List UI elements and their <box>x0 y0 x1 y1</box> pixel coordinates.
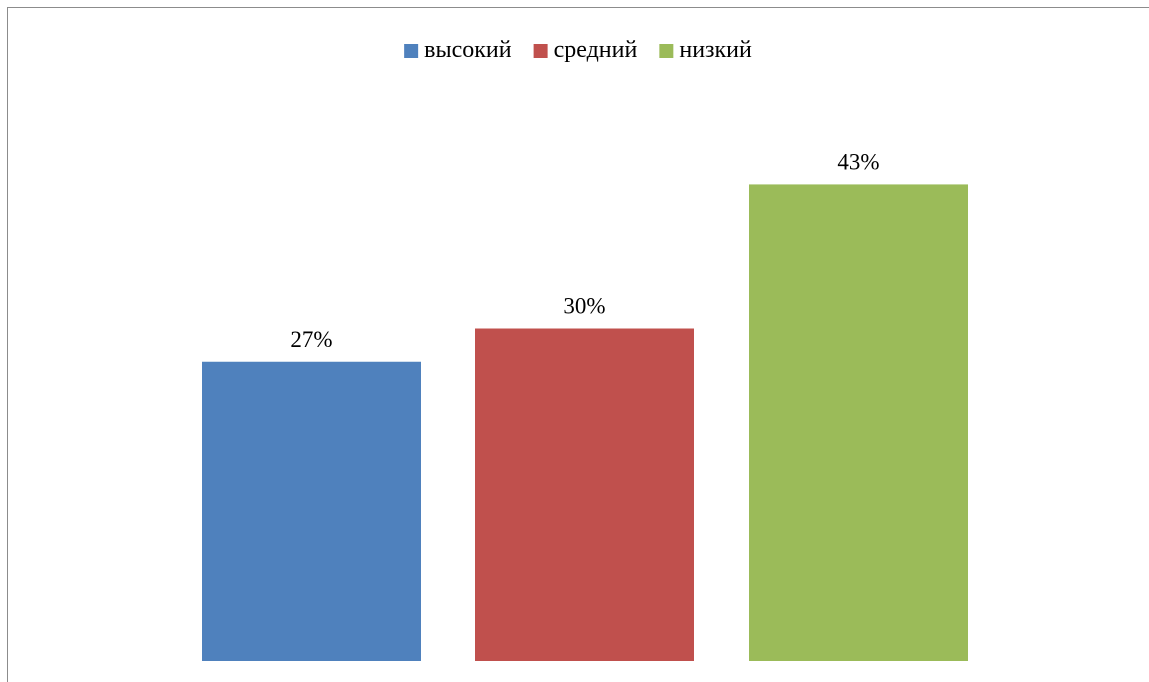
legend-label-medium: средний <box>554 37 638 63</box>
data-label-low: 43% <box>837 149 879 174</box>
bar-high <box>202 361 421 661</box>
legend: высокий средний низкий <box>404 37 752 63</box>
legend-label-low: низкий <box>679 37 752 63</box>
bar-low <box>749 184 968 661</box>
legend-item-high: высокий <box>404 37 512 63</box>
legend-item-low: низкий <box>659 37 752 63</box>
value-labels-group: 27% 30% 43% <box>290 149 879 351</box>
legend-swatch-low <box>659 44 674 58</box>
data-label-high: 27% <box>290 327 332 352</box>
bar-medium <box>475 328 694 661</box>
legend-swatch-medium <box>533 44 548 58</box>
legend-label-high: высокий <box>424 37 512 63</box>
legend-item-medium: средний <box>533 37 638 63</box>
bars-group <box>202 184 968 661</box>
legend-swatch-high <box>404 44 419 58</box>
data-label-medium: 30% <box>563 294 605 319</box>
